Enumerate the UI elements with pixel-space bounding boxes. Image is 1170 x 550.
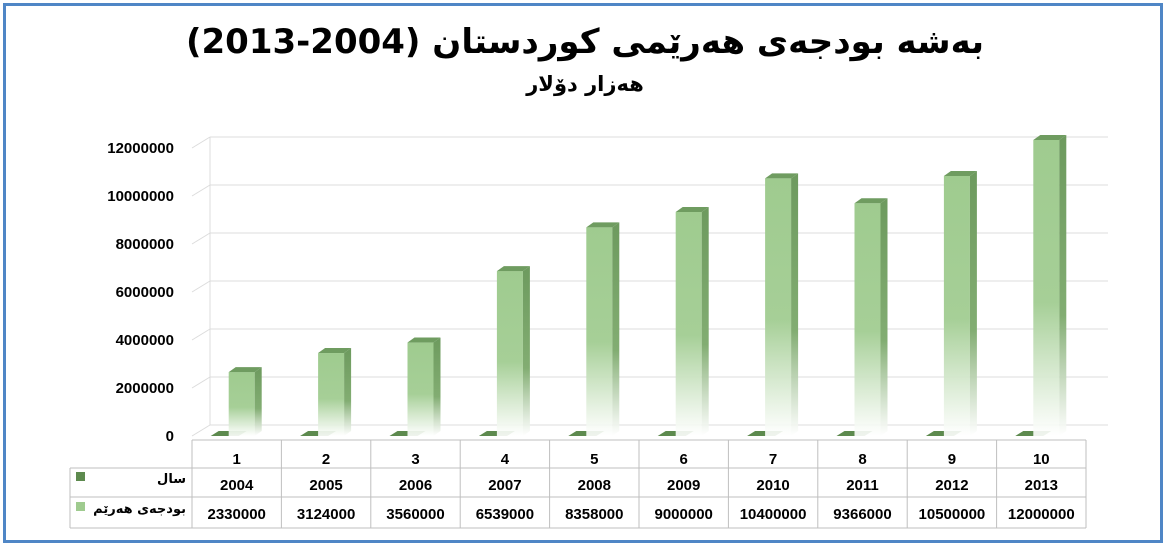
gridline-diag	[191, 184, 211, 197]
table-cell-year: 2004	[220, 477, 254, 494]
budget-bar	[407, 342, 434, 436]
grid-layer: 0 2000000 4000000 6000000 8000000 10000000 120…	[107, 136, 1108, 445]
x-tick-label: 6	[680, 451, 688, 468]
table-cell-budget: 9366000	[833, 506, 891, 523]
table-cell-year: 2010	[756, 477, 789, 494]
gridline-diag	[191, 136, 211, 149]
y-tick-label: 0	[166, 428, 174, 445]
budget-bar-side	[612, 222, 620, 436]
legend-label: سال	[157, 472, 186, 487]
budget-bar-side	[433, 337, 441, 436]
legend-label: بودجەی هەرێم	[93, 502, 186, 517]
gridline-diag	[191, 328, 211, 341]
budget-bar	[318, 353, 345, 436]
gridline-diag	[191, 232, 211, 245]
table-cell-budget: 3124000	[297, 506, 355, 523]
table-cell-budget: 10400000	[740, 506, 807, 523]
table-cell-budget: 6539000	[476, 506, 534, 523]
x-tick-label: 8	[858, 451, 866, 468]
budget-bar	[943, 176, 970, 436]
table-cell-budget: 12000000	[1008, 506, 1075, 523]
budget-bar-side	[969, 171, 977, 436]
table-cell-budget: 10500000	[919, 506, 986, 523]
budget-bar	[496, 271, 523, 436]
budget-bar	[854, 203, 881, 436]
table-cell-budget: 8358000	[565, 506, 623, 523]
y-tick-label: 12000000	[107, 140, 174, 157]
budget-bar	[1033, 140, 1060, 436]
legend-key	[76, 472, 85, 481]
table-cell-budget: 2330000	[207, 506, 265, 523]
x-tick-label: 5	[590, 451, 598, 468]
budget-bar-side	[254, 367, 262, 436]
chart-subtitle: هەزار دۆلار	[526, 72, 644, 96]
table-cell-year: 2013	[1025, 477, 1058, 494]
legend-key	[76, 502, 85, 511]
x-tick-label: 10	[1033, 451, 1050, 468]
budget-bar	[675, 212, 702, 436]
budget-bar-top	[228, 367, 262, 373]
table-cell-year: 2012	[935, 477, 968, 494]
budget-bar-top	[943, 171, 977, 176]
x-tick-label: 4	[501, 451, 510, 468]
budget-bar-side	[701, 207, 709, 436]
budget-bar-top	[765, 173, 799, 179]
budget-bar-top	[1033, 135, 1067, 140]
budget-bar	[228, 372, 255, 436]
budget-bar-top	[407, 337, 441, 343]
table-cell-year: 2011	[846, 477, 879, 494]
budget-bar-top	[318, 348, 352, 354]
budget-bar-top	[854, 198, 888, 204]
data-table: 1 2004 2330000 2 2005 3124000 3 2006 3560000 4 200…	[69, 439, 1087, 529]
x-tick-label: 3	[411, 451, 419, 468]
budget-bar-side	[522, 266, 530, 436]
table-cell-year: 2009	[667, 477, 700, 494]
budget-bar	[586, 227, 613, 436]
budget-bar-side	[791, 173, 799, 436]
bars-layer	[210, 135, 1067, 436]
gridline-diag	[191, 280, 211, 293]
budget-bar	[765, 178, 792, 436]
budget-bar-top	[496, 266, 530, 272]
x-tick-label: 2	[322, 451, 330, 468]
budget-bar-side	[344, 348, 352, 436]
x-tick-label: 7	[769, 451, 777, 468]
table-cell-budget: 9000000	[654, 506, 712, 523]
gridline-diag	[191, 376, 211, 389]
y-tick-label: 4000000	[116, 332, 174, 349]
gridline-diag	[191, 424, 211, 437]
table-cell-year: 2005	[309, 477, 342, 494]
budget-bar-top	[675, 207, 709, 212]
budget-bar-side	[880, 198, 888, 436]
y-tick-label: 6000000	[116, 284, 174, 301]
y-tick-label: 10000000	[107, 188, 174, 205]
table-cell-year: 2008	[578, 477, 611, 494]
table-cell-budget: 3560000	[386, 506, 444, 523]
budget-bar-top	[586, 222, 620, 228]
table-cell-year: 2006	[399, 477, 432, 494]
x-tick-label: 1	[233, 451, 241, 468]
chart-title: بەشه بودجەی هەرێمی کوردستان (2004-2013)	[185, 22, 985, 62]
budget-bar-side	[1059, 135, 1067, 436]
x-tick-label: 9	[948, 451, 956, 468]
y-tick-label: 8000000	[116, 236, 174, 253]
table-cell-year: 2007	[488, 477, 521, 494]
y-tick-label: 2000000	[116, 380, 174, 397]
